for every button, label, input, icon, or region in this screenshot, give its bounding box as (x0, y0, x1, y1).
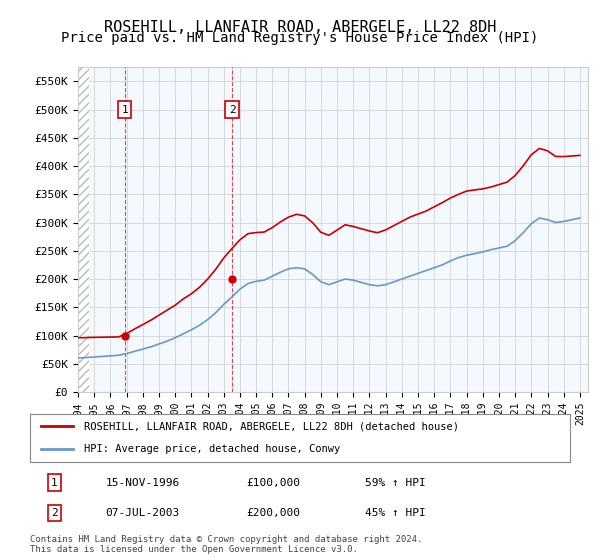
Text: £200,000: £200,000 (246, 508, 300, 518)
Text: Contains HM Land Registry data © Crown copyright and database right 2024.
This d: Contains HM Land Registry data © Crown c… (30, 535, 422, 554)
Text: 45% ↑ HPI: 45% ↑ HPI (365, 508, 425, 518)
Text: 59% ↑ HPI: 59% ↑ HPI (365, 478, 425, 488)
Text: 2: 2 (51, 508, 58, 518)
Text: 2: 2 (229, 105, 236, 115)
Text: 15-NOV-1996: 15-NOV-1996 (106, 478, 180, 488)
Text: HPI: Average price, detached house, Conwy: HPI: Average price, detached house, Conw… (84, 444, 340, 454)
Text: 1: 1 (51, 478, 58, 488)
Text: 07-JUL-2003: 07-JUL-2003 (106, 508, 180, 518)
Text: ROSEHILL, LLANFAIR ROAD, ABERGELE, LL22 8DH: ROSEHILL, LLANFAIR ROAD, ABERGELE, LL22 … (104, 20, 496, 35)
Text: ROSEHILL, LLANFAIR ROAD, ABERGELE, LL22 8DH (detached house): ROSEHILL, LLANFAIR ROAD, ABERGELE, LL22 … (84, 421, 459, 431)
Text: Price paid vs. HM Land Registry's House Price Index (HPI): Price paid vs. HM Land Registry's House … (61, 31, 539, 45)
Text: 1: 1 (121, 105, 128, 115)
Text: £100,000: £100,000 (246, 478, 300, 488)
